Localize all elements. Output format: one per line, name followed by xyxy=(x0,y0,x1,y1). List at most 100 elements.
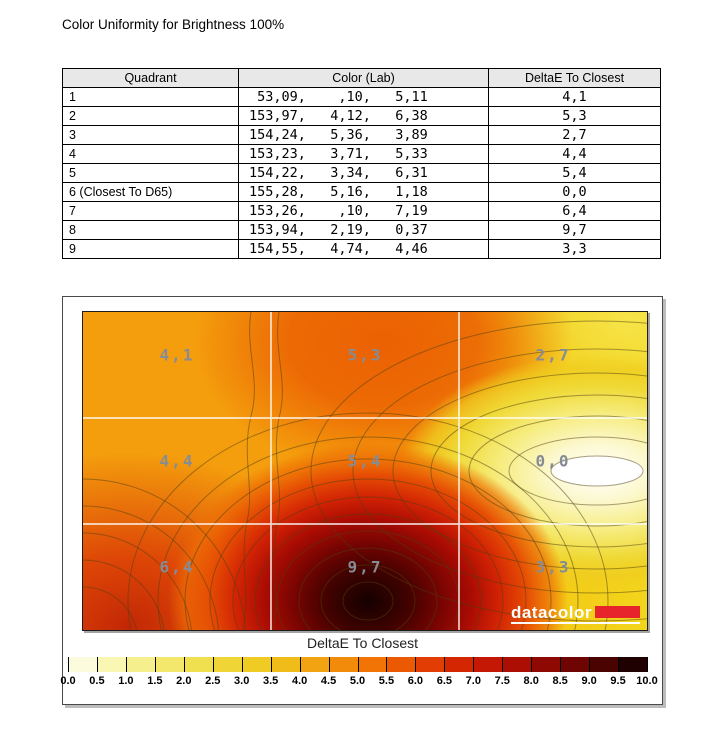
delta-cell: 5,3 xyxy=(488,106,661,126)
quadrant-cell: 3 xyxy=(62,125,239,145)
table-row: 7 153,26, ,10, 7,19 6,4 xyxy=(62,201,661,221)
datacolor-logo: datacolor xyxy=(510,603,640,624)
quadrant-grid-lines xyxy=(83,312,647,630)
colorbar-tick-label: 8.5 xyxy=(552,675,568,687)
colorbar-segment xyxy=(444,657,474,672)
cell-delta-label: 0,0 xyxy=(535,451,571,471)
colorbar-segment xyxy=(386,657,416,672)
page-title: Color Uniformity for Brightness 100% xyxy=(62,17,285,32)
lab-cell: 53,09, ,10, 5,11 xyxy=(238,87,489,107)
lab-cell: 155,28, 5,16, 1,18 xyxy=(238,182,489,202)
colorbar-segment xyxy=(502,657,532,672)
delta-cell: 9,7 xyxy=(488,220,661,240)
quadrant-cell: 1 xyxy=(62,87,239,107)
colorbar-segment xyxy=(560,657,590,672)
colorbar-title: DeltaE To Closest xyxy=(306,635,418,651)
colorbar-tick-label: 4.0 xyxy=(291,675,308,687)
colorbar-tick-label: 3.0 xyxy=(234,675,250,687)
colorbar-tick-label: 6.5 xyxy=(436,675,452,687)
colorbar-segment xyxy=(618,657,648,672)
quadrant-cell: 9 xyxy=(62,239,239,259)
lab-cell: 154,24, 5,36, 3,89 xyxy=(238,125,489,145)
cell-delta-label: 5,3 xyxy=(347,345,383,365)
colorbar-segment xyxy=(96,657,126,672)
colorbar-tick-label: 1.0 xyxy=(118,675,134,687)
colorbar-tick-label: 10.0 xyxy=(636,675,658,687)
colorbar-tick-label: 0.5 xyxy=(89,675,105,687)
table-row: 4 153,23, 3,71, 5,33 4,4 xyxy=(62,144,661,164)
table-row: 5 154,22, 3,34, 6,31 5,4 xyxy=(62,163,661,183)
cell-delta-label: 2,7 xyxy=(535,345,571,365)
colorbar-tick-label: 2.0 xyxy=(176,675,192,687)
colorbar-tick-label: 9.5 xyxy=(610,675,626,687)
colorbar-tick-label: 0.0 xyxy=(60,675,76,687)
table-row: 3 154,24, 5,36, 3,89 2,7 xyxy=(62,125,661,145)
colorbar-segment xyxy=(270,657,300,672)
col-header-color-lab: Color (Lab) xyxy=(238,68,489,88)
colorbar-segment xyxy=(125,657,155,672)
delta-cell: 4,4 xyxy=(488,144,661,164)
colorbar-tick-label: 3.5 xyxy=(262,675,279,687)
quadrant-cell: 4 xyxy=(62,144,239,164)
col-header-quadrant: Quadrant xyxy=(62,68,239,88)
quadrant-cell: 8 xyxy=(62,220,239,240)
colorbar-tick-label: 7.0 xyxy=(465,675,481,687)
table-row: 2 153,97, 4,12, 6,38 5,3 xyxy=(62,106,661,126)
colorbar-tick-label: 6.0 xyxy=(407,675,424,687)
lab-cell: 153,97, 4,12, 6,38 xyxy=(238,106,489,126)
colorbar-tick-labels: 0.0 0.5 1.0 1.5 2.0 2.5 3.0 3.5 4.0 4.5 5.0 5.5 6.0 6… xyxy=(60,675,657,689)
uniformity-table: Quadrant Color (Lab) DeltaE To Closest 1… xyxy=(62,68,661,259)
uniformity-chart-frame: 4,1 5,3 2,7 4,4 5,4 0,0 6,4 9,7 3,3 data… xyxy=(60,296,663,705)
colorbar-segment xyxy=(473,657,503,672)
lab-cell: 154,22, 3,34, 6,31 xyxy=(238,163,489,183)
colorbar-tick-label: 9.0 xyxy=(581,675,597,687)
colorbar-segment xyxy=(154,657,184,672)
colorbar-segment xyxy=(531,657,561,672)
datacolor-logo-red-bar xyxy=(595,606,640,618)
colorbar-segments xyxy=(68,657,648,672)
quadrant-cell: 5 xyxy=(62,163,239,183)
cell-delta-label: 4,1 xyxy=(159,345,195,365)
colorbar-tick-label: 8.0 xyxy=(523,675,539,687)
datacolor-logo-text: datacolor xyxy=(510,603,592,622)
delta-cell: 2,7 xyxy=(488,125,661,145)
colorbar-segment xyxy=(183,657,213,672)
colorbar-tick-label: 5.5 xyxy=(378,675,395,687)
cell-delta-label: 4,4 xyxy=(159,451,195,471)
table-header-row: Quadrant Color (Lab) DeltaE To Closest xyxy=(62,68,661,88)
delta-cell: 3,3 xyxy=(488,239,661,259)
cell-delta-label: 9,7 xyxy=(347,557,383,577)
quadrant-cell: 6 (Closest To D65) xyxy=(62,182,239,202)
quadrant-cell: 2 xyxy=(62,106,239,126)
table-row: 1 53,09, ,10, 5,11 4,1 xyxy=(62,87,661,107)
delta-cell: 4,1 xyxy=(488,87,661,107)
delta-cell: 6,4 xyxy=(488,201,661,221)
colorbar-segment xyxy=(212,657,242,672)
col-header-deltae: DeltaE To Closest xyxy=(488,68,661,88)
delta-cell: 5,4 xyxy=(488,163,661,183)
colorbar-tick-label: 1.5 xyxy=(147,675,163,687)
contour-lines xyxy=(83,312,647,630)
colorbar-tick-label: 7.5 xyxy=(494,675,510,687)
delta-cell: 0,0 xyxy=(488,182,661,202)
colorbar-segment xyxy=(241,657,271,672)
cell-delta-label: 5,4 xyxy=(347,451,383,471)
contour-plot: 4,1 5,3 2,7 4,4 5,4 0,0 6,4 9,7 3,3 data… xyxy=(82,311,648,631)
cell-delta-label: 3,3 xyxy=(535,557,571,577)
colorbar-tick-label: 2.5 xyxy=(205,675,221,687)
lab-cell: 154,55, 4,74, 4,46 xyxy=(238,239,489,259)
colorbar-segment xyxy=(415,657,445,672)
table-row: 9 154,55, 4,74, 4,46 3,3 xyxy=(62,239,661,259)
table-row: 6 (Closest To D65) 155,28, 5,16, 1,18 0,0 xyxy=(62,182,661,202)
table-row: 8 153,94, 2,19, 0,37 9,7 xyxy=(62,220,661,240)
lab-cell: 153,26, ,10, 7,19 xyxy=(238,201,489,221)
lab-cell: 153,23, 3,71, 5,33 xyxy=(238,144,489,164)
contour-plot-svg xyxy=(83,312,647,630)
colorbar-tick-label: 4.5 xyxy=(320,675,337,687)
colorbar-segment xyxy=(328,657,358,672)
colorbar-segment xyxy=(589,657,619,672)
colorbar-tick-label: 5.0 xyxy=(349,675,366,687)
colorbar-segment xyxy=(68,657,97,672)
colorbar-segment xyxy=(299,657,329,672)
lab-cell: 153,94, 2,19, 0,37 xyxy=(238,220,489,240)
